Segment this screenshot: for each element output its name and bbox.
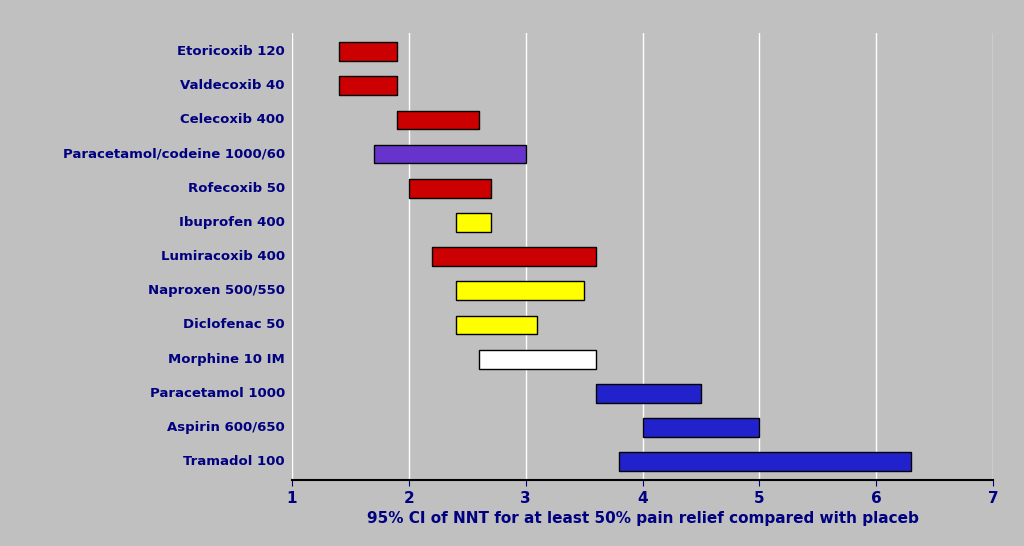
X-axis label: 95% CI of NNT for at least 50% pain relief compared with placeb: 95% CI of NNT for at least 50% pain reli… (367, 512, 919, 526)
Text: Aspirin 600/650: Aspirin 600/650 (167, 421, 285, 434)
Bar (409, 179, 490, 198)
Bar (456, 281, 584, 300)
Bar (397, 110, 479, 129)
Text: Lumiracoxib 400: Lumiracoxib 400 (161, 250, 285, 263)
Text: Morphine 10 IM: Morphine 10 IM (168, 353, 285, 366)
Bar (620, 452, 911, 471)
Bar (374, 145, 525, 163)
Bar (643, 418, 760, 437)
Bar (339, 76, 397, 95)
Text: Naproxen 500/550: Naproxen 500/550 (147, 284, 285, 298)
Bar (456, 316, 538, 334)
Text: Paracetamol 1000: Paracetamol 1000 (150, 387, 285, 400)
Bar (596, 384, 701, 403)
Text: Ibuprofen 400: Ibuprofen 400 (179, 216, 285, 229)
Bar (456, 213, 490, 232)
Text: Diclofenac 50: Diclofenac 50 (183, 318, 285, 331)
Text: Valdecoxib 40: Valdecoxib 40 (180, 79, 285, 92)
Bar (432, 247, 596, 266)
Bar (339, 42, 397, 61)
Text: Tramadol 100: Tramadol 100 (183, 455, 285, 468)
Text: Rofecoxib 50: Rofecoxib 50 (187, 182, 285, 195)
Text: Celecoxib 400: Celecoxib 400 (180, 114, 285, 127)
Text: Paracetamol/codeine 1000/60: Paracetamol/codeine 1000/60 (62, 147, 285, 161)
Bar (479, 350, 596, 369)
Text: Etoricoxib 120: Etoricoxib 120 (177, 45, 285, 58)
